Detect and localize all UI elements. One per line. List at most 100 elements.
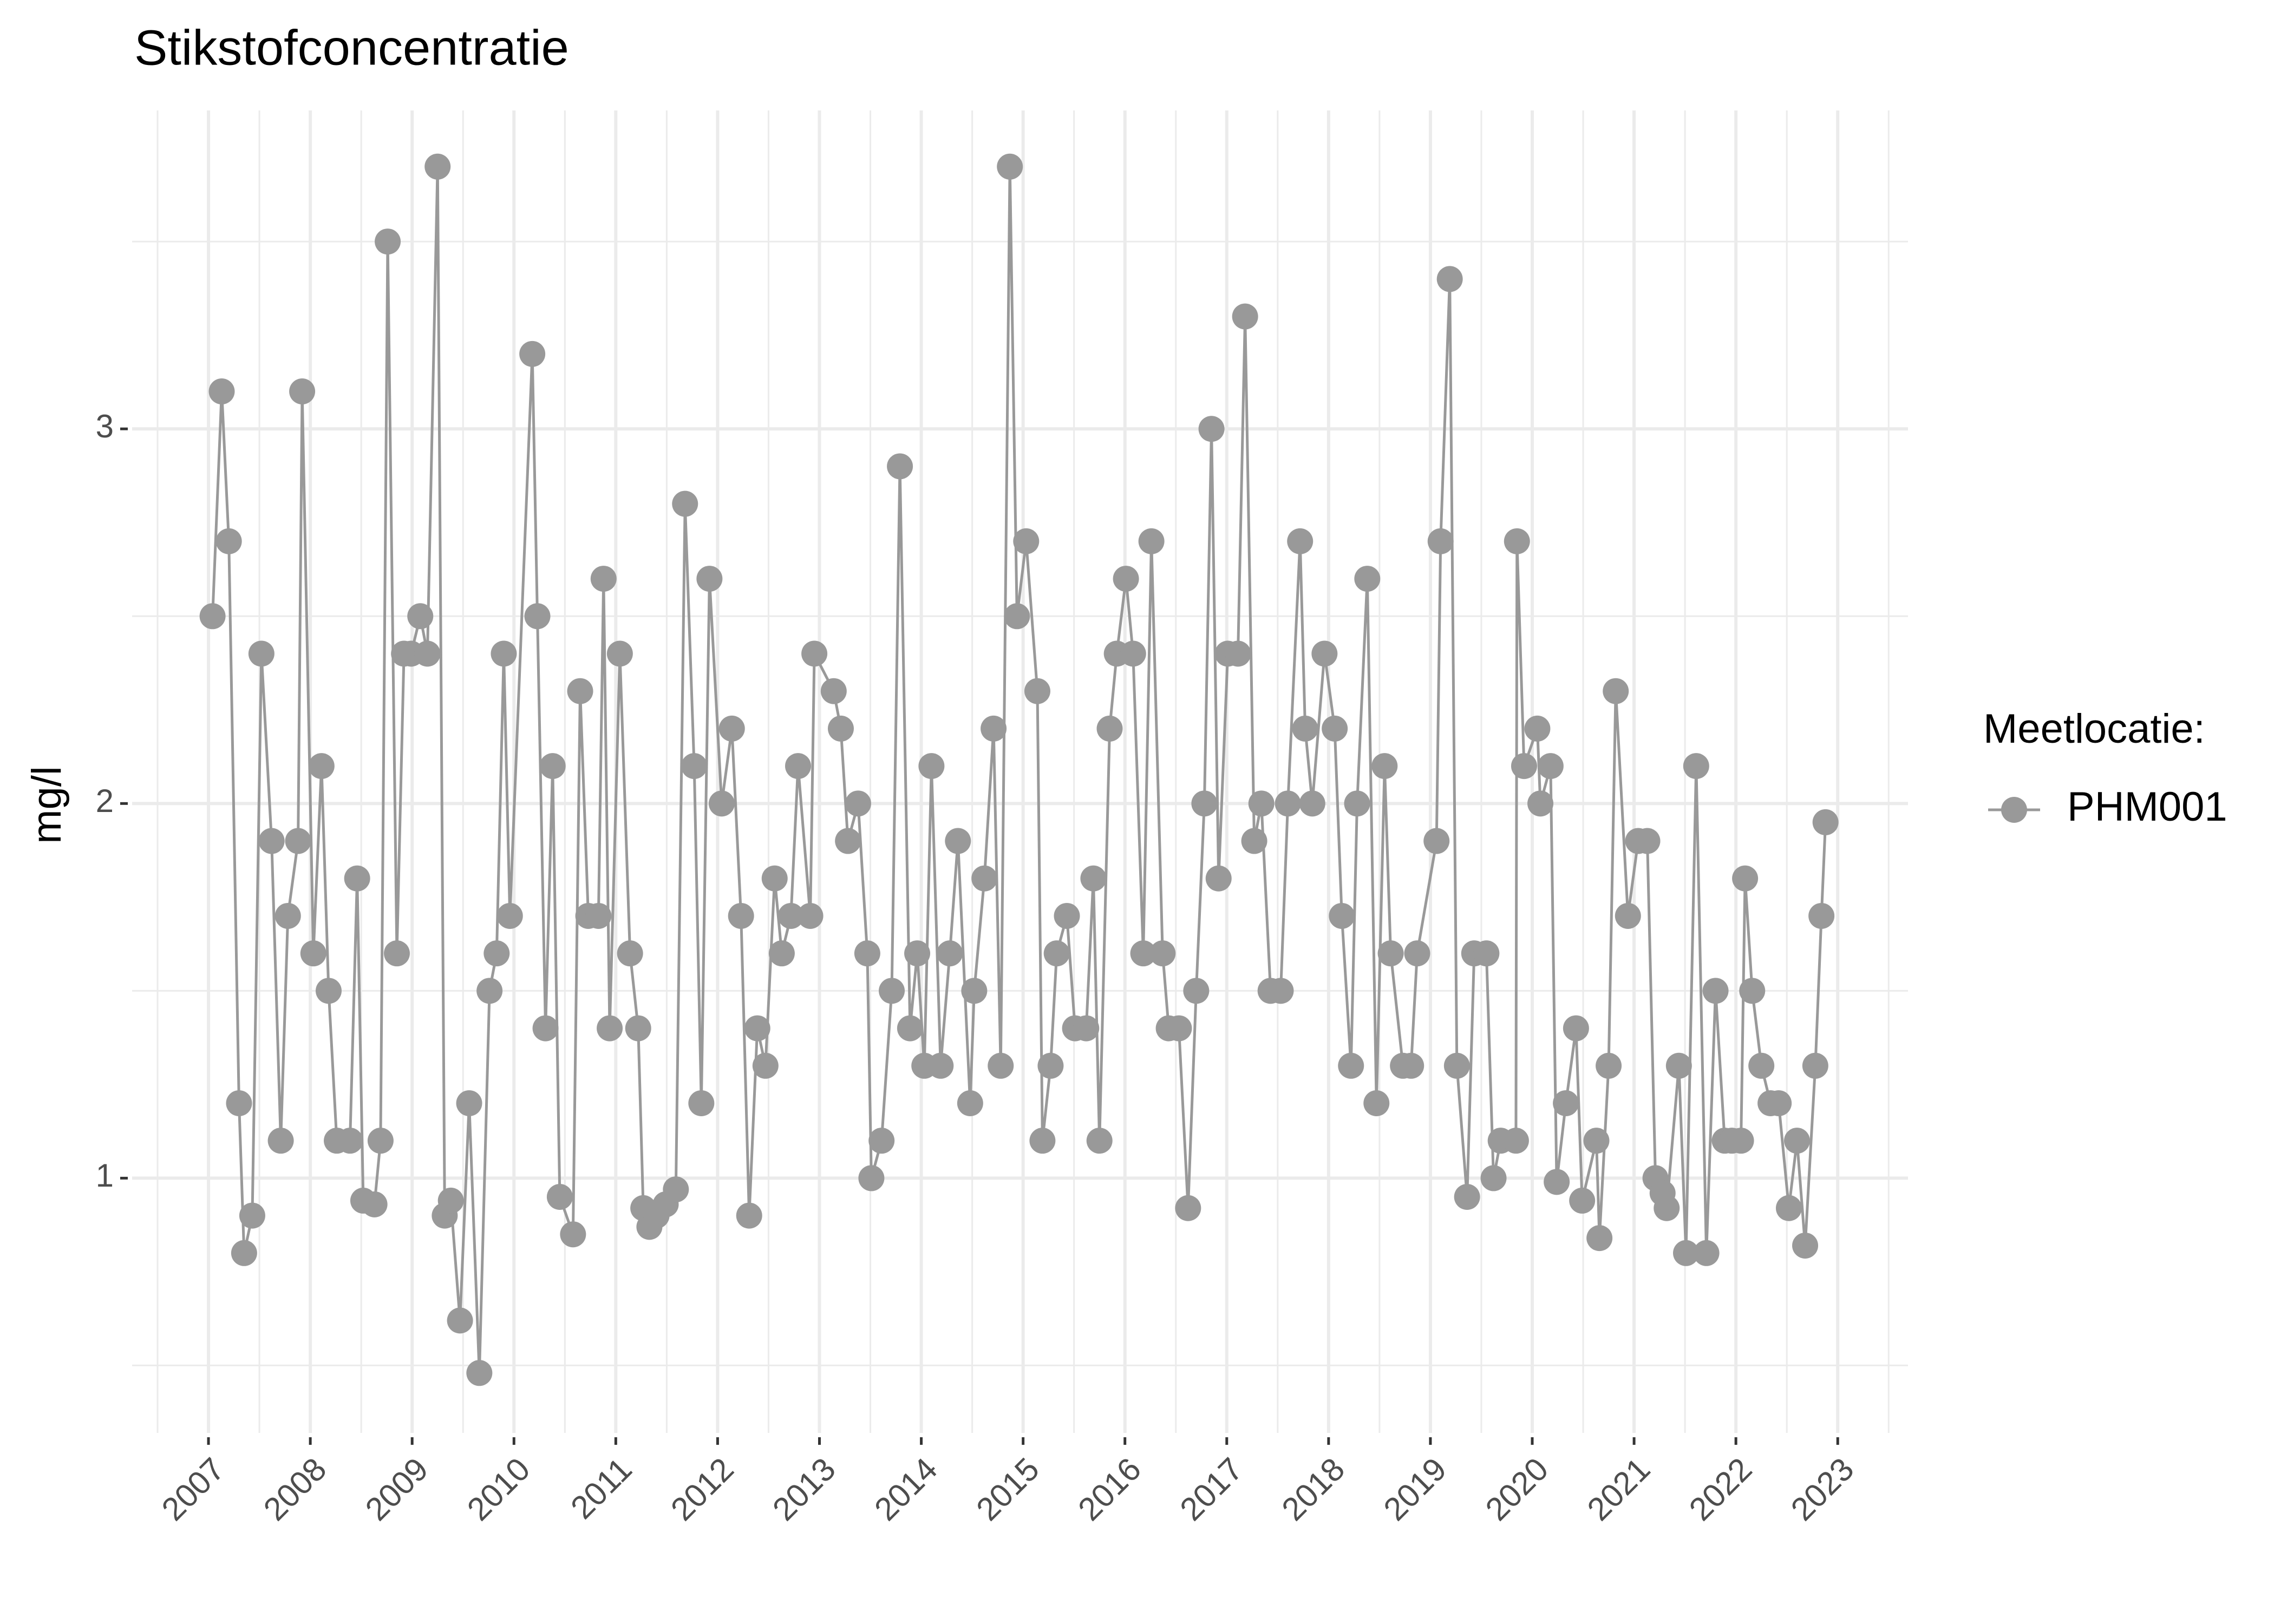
x-tick-label: 2023 <box>1784 1451 1861 1528</box>
data-point <box>918 753 945 780</box>
data-point <box>981 715 1007 742</box>
data-point <box>367 1128 394 1154</box>
data-point <box>1792 1232 1819 1259</box>
legend-label: PHM001 <box>2067 784 2227 830</box>
x-tick-label: 2008 <box>257 1451 334 1528</box>
data-point <box>927 1052 954 1079</box>
grid <box>132 110 1908 1433</box>
data-point <box>1248 790 1275 817</box>
data-point <box>1037 1052 1064 1079</box>
x-tick-label: 2014 <box>867 1451 944 1528</box>
data-point <box>777 902 804 929</box>
data-point <box>208 378 235 405</box>
data-point <box>1748 1052 1775 1079</box>
data-point <box>1004 603 1030 630</box>
series-line <box>211 165 1827 1374</box>
data-point <box>1502 1128 1529 1154</box>
data-point <box>1024 678 1050 704</box>
data-point <box>1436 266 1463 292</box>
data-point <box>1054 902 1080 929</box>
data-point <box>1569 1187 1596 1214</box>
x-tick-label: 2015 <box>969 1451 1046 1528</box>
data-point <box>597 1015 623 1042</box>
data-point <box>1511 753 1537 780</box>
data-point <box>1205 865 1232 892</box>
data-point <box>1615 902 1641 929</box>
data-point <box>1287 528 1314 554</box>
data-point <box>590 566 617 592</box>
data-point <box>1553 1090 1579 1116</box>
data-point <box>1423 828 1450 854</box>
data-point <box>1812 809 1839 835</box>
data-point <box>1634 828 1661 854</box>
data-point <box>1398 1052 1424 1079</box>
data-point <box>1166 1015 1192 1042</box>
data-point <box>827 715 854 742</box>
data-point <box>1232 303 1258 330</box>
data-point <box>1311 640 1338 667</box>
x-tick-label: 2019 <box>1377 1451 1454 1528</box>
x-tick-label: 2022 <box>1682 1451 1759 1528</box>
data-point <box>258 828 285 854</box>
data-point <box>424 153 451 180</box>
data-point <box>688 1090 715 1116</box>
x-tick-label: 2018 <box>1275 1451 1351 1528</box>
data-point <box>672 490 698 517</box>
data-point <box>267 1128 294 1154</box>
data-point <box>1802 1052 1828 1079</box>
data-point <box>1693 1240 1720 1266</box>
data-point <box>344 865 370 892</box>
data-point <box>1080 865 1107 892</box>
data-point <box>414 640 441 667</box>
data-point <box>617 940 643 967</box>
data-point <box>1583 1128 1610 1154</box>
data-point <box>1354 566 1381 592</box>
data-point <box>1377 940 1404 967</box>
data-point <box>696 566 723 592</box>
data-point <box>239 1202 265 1229</box>
data-point <box>1120 640 1146 667</box>
data-point <box>285 828 311 854</box>
data-point <box>663 1176 689 1203</box>
data-point <box>879 978 905 1004</box>
data-point <box>1130 940 1156 967</box>
x-tick-label: 2016 <box>1071 1451 1148 1528</box>
data-point <box>215 528 242 554</box>
data-point <box>761 865 788 892</box>
y-tick-label: 1 <box>96 1157 114 1194</box>
data-point <box>456 1090 482 1116</box>
data-point <box>1292 715 1318 742</box>
data-point <box>1443 1052 1470 1079</box>
data-point <box>1113 566 1139 592</box>
x-tick-label: 2012 <box>664 1451 741 1528</box>
data-point <box>1775 1195 1802 1221</box>
data-point <box>801 640 828 667</box>
data-point <box>971 865 998 892</box>
data-point <box>496 902 523 929</box>
data-point <box>483 940 510 967</box>
data-point <box>1784 1128 1810 1154</box>
data-point <box>524 603 551 630</box>
data-point <box>447 1307 473 1334</box>
data-point <box>1338 1052 1364 1079</box>
data-point <box>1344 790 1370 817</box>
data-point <box>728 902 754 929</box>
data-point <box>560 1221 586 1248</box>
chart-title: Stikstofconcentratie <box>134 20 569 75</box>
data-point <box>997 153 1023 180</box>
y-tick-label: 2 <box>96 783 114 819</box>
data-point <box>1363 1090 1390 1116</box>
data-point <box>1527 790 1554 817</box>
data-point <box>1175 1195 1201 1221</box>
data-point <box>1086 1128 1113 1154</box>
x-tick-label: 2013 <box>766 1451 842 1528</box>
data-point <box>1138 528 1165 554</box>
data-point <box>1191 790 1218 817</box>
data-point <box>1732 865 1759 892</box>
data-point <box>308 753 335 780</box>
data-point <box>1013 528 1040 554</box>
data-point <box>945 828 971 854</box>
data-point <box>1586 1225 1613 1252</box>
